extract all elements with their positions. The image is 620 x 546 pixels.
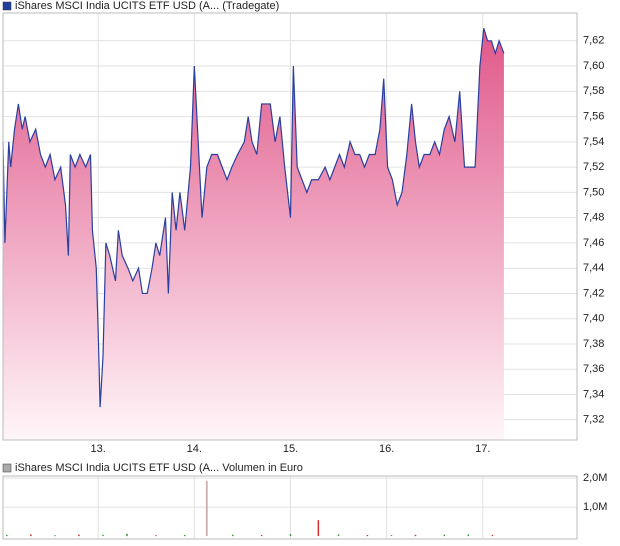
volume-bar [30,534,32,537]
volume-bar [317,520,320,537]
y-tick-label: 7,32 [583,414,604,426]
price-line [2,27,505,408]
y-tick-label: 7,38 [583,338,604,350]
y-tick-label: 7,36 [583,363,604,375]
volume-bar [260,535,263,537]
y-tick-label: 7,56 [583,110,604,122]
volume-bar [414,534,417,537]
volume-bar [232,534,234,537]
y-tick-label: 7,58 [583,85,604,97]
legend-label: iShares MSCI India UCITS ETF USD (A... V… [15,462,303,474]
volume-bar [126,533,128,537]
y-tick-label: 7,50 [583,186,604,198]
y-tick-label: 7,46 [583,237,604,249]
plot-frame [2,12,578,441]
x-tick-label: 14. [187,443,202,455]
y-tick-label: 7,62 [583,35,604,47]
volume-bar [102,534,104,537]
volume-bar [155,535,157,537]
y-tick-label: 7,44 [583,262,604,274]
volume-bar [289,534,292,537]
y-tick-label: 2,0M [583,472,607,484]
volume-bar [54,535,56,537]
legend-swatch [2,1,12,11]
volume-bar [443,534,446,537]
y-tick-label: 7,52 [583,161,604,173]
volume-bar [78,534,80,537]
volume-bar [337,534,340,537]
y-tick-label: 7,34 [583,388,604,400]
volume-bar [390,535,393,537]
volume-bar [206,480,208,537]
x-tick-label: 13. [91,443,106,455]
volume-bar [183,534,186,537]
y-tick-label: 7,60 [583,60,604,72]
y-tick-label: 7,54 [583,136,604,148]
volume-bar [491,534,494,537]
legend-swatch [2,463,12,473]
plot-frame [2,475,578,540]
x-tick-label: 17. [475,443,490,455]
x-tick-label: 16. [379,443,394,455]
y-tick-label: 7,42 [583,287,604,299]
volume-bar [366,534,369,537]
volume-bar [467,534,470,537]
y-tick-label: 7,48 [583,212,604,224]
y-tick-label: 7,40 [583,313,604,325]
x-tick-label: 15. [283,443,298,455]
volume-bar [6,534,8,537]
legend-label: iShares MSCI India UCITS ETF USD (A... (… [15,0,279,12]
y-tick-label: 1,0M [583,501,607,513]
price-area [3,28,504,441]
